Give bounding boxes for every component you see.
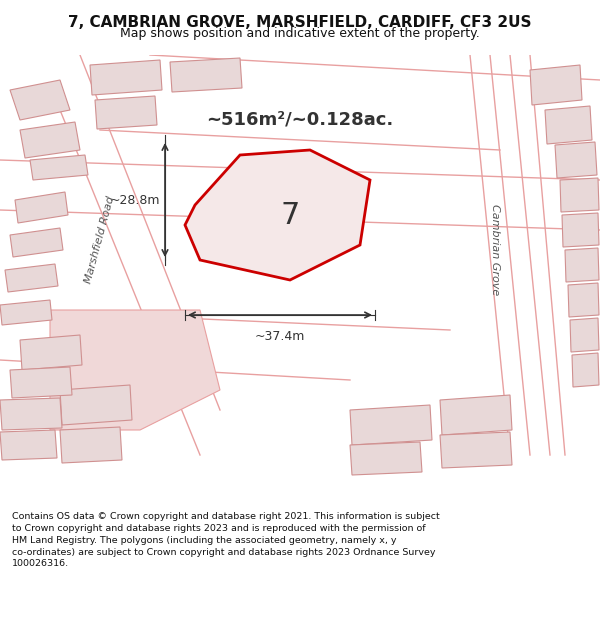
Polygon shape [20, 335, 82, 370]
Polygon shape [10, 228, 63, 257]
Polygon shape [90, 60, 162, 95]
Polygon shape [0, 300, 52, 325]
Polygon shape [185, 150, 370, 280]
Text: ~516m²/~0.128ac.: ~516m²/~0.128ac. [206, 111, 394, 129]
Polygon shape [530, 65, 582, 105]
Polygon shape [545, 106, 592, 144]
Polygon shape [30, 155, 88, 180]
Polygon shape [15, 192, 68, 223]
Polygon shape [350, 405, 432, 445]
Polygon shape [350, 442, 422, 475]
Text: Map shows position and indicative extent of the property.: Map shows position and indicative extent… [120, 27, 480, 39]
Polygon shape [565, 248, 599, 282]
Polygon shape [95, 96, 157, 129]
Polygon shape [0, 398, 62, 430]
Polygon shape [60, 427, 122, 463]
Polygon shape [10, 80, 70, 120]
Polygon shape [10, 367, 72, 398]
Polygon shape [555, 142, 597, 178]
Polygon shape [568, 283, 599, 317]
Polygon shape [572, 353, 599, 387]
Text: ~28.8m: ~28.8m [110, 194, 160, 206]
Polygon shape [5, 264, 58, 292]
Polygon shape [562, 213, 599, 247]
Polygon shape [570, 318, 599, 352]
Polygon shape [440, 395, 512, 435]
Polygon shape [50, 310, 220, 430]
Polygon shape [20, 122, 80, 158]
Text: 7, CAMBRIAN GROVE, MARSHFIELD, CARDIFF, CF3 2US: 7, CAMBRIAN GROVE, MARSHFIELD, CARDIFF, … [68, 16, 532, 31]
Text: Marshfield Road: Marshfield Road [83, 195, 116, 285]
Polygon shape [0, 430, 57, 460]
Text: 7: 7 [280, 201, 299, 229]
Text: Contains OS data © Crown copyright and database right 2021. This information is : Contains OS data © Crown copyright and d… [12, 512, 440, 569]
Text: ~37.4m: ~37.4m [255, 330, 305, 343]
Polygon shape [440, 432, 512, 468]
Polygon shape [170, 58, 242, 92]
Text: Cambrian Grove: Cambrian Grove [490, 204, 500, 296]
Polygon shape [60, 385, 132, 425]
Polygon shape [560, 178, 599, 212]
